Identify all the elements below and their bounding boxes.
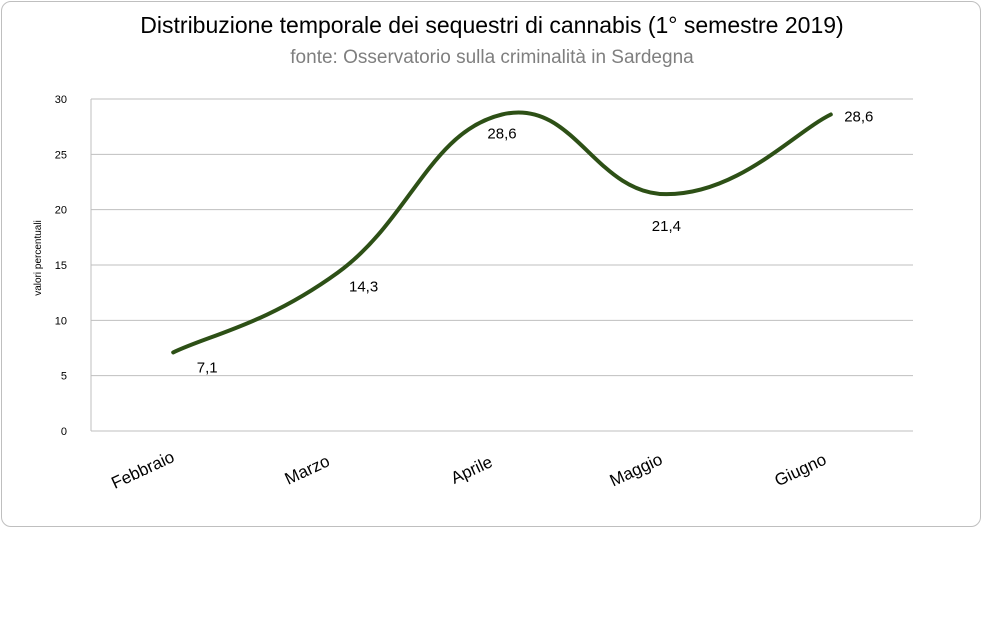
y-tick-30: 30 <box>55 94 67 106</box>
x-category-giugno: Giugno <box>772 450 830 490</box>
y-tick-labels: 0 5 10 15 20 25 30 <box>55 94 67 438</box>
x-category-febbraio: Febbraio <box>108 447 177 493</box>
data-label-maggio: 21,4 <box>652 218 681 235</box>
y-tick-20: 20 <box>55 205 67 217</box>
chart-title: Distribuzione temporale dei sequestri di… <box>140 12 844 38</box>
y-tick-15: 15 <box>55 260 67 272</box>
data-label-aprile: 28,6 <box>487 125 516 142</box>
y-axis-label: valori percentuali <box>33 220 44 296</box>
gridlines <box>90 98 913 432</box>
x-category-labels: Febbraio Marzo Aprile Maggio Giugno <box>108 447 829 493</box>
data-labels: 7,1 14,3 28,6 21,4 28,6 <box>197 108 874 376</box>
chart-frame <box>1 1 981 527</box>
x-category-maggio: Maggio <box>607 450 666 491</box>
data-label-marzo: 14,3 <box>349 279 378 296</box>
y-tick-25: 25 <box>55 149 67 161</box>
y-tick-0: 0 <box>61 426 67 438</box>
chart-subtitle: fonte: Osservatorio sulla criminalità in… <box>290 47 694 68</box>
y-tick-10: 10 <box>55 315 67 327</box>
series-line-0 <box>171 110 833 355</box>
data-label-giugno: 28,6 <box>844 108 873 125</box>
data-label-febbraio: 7,1 <box>197 359 218 376</box>
x-category-aprile: Aprile <box>448 452 495 488</box>
x-category-marzo: Marzo <box>282 451 333 488</box>
series <box>171 110 833 355</box>
y-tick-5: 5 <box>61 371 67 383</box>
